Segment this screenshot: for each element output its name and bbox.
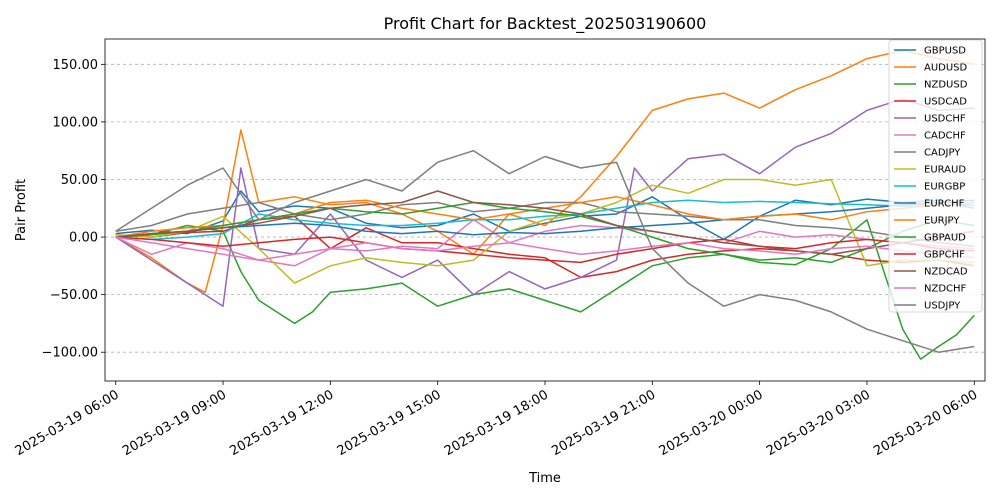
x-tick-label: 2025-03-19 06:00 xyxy=(13,387,122,459)
series-line-euraud xyxy=(115,178,975,284)
series-line-eurgbp xyxy=(115,199,975,241)
series-line-nzdusd xyxy=(115,219,975,360)
x-tick-label: 2025-03-19 15:00 xyxy=(335,387,444,459)
series-line-usdchf xyxy=(115,98,975,307)
y-axis: −100.00 −50.00 0.00 50.00 100.00 150.00 xyxy=(42,58,105,361)
series-line-cadjpy xyxy=(115,201,975,248)
y-tick-label: 50.00 xyxy=(61,173,98,188)
series-line-nzdcad xyxy=(115,190,975,256)
series-line-eurchf xyxy=(115,199,975,238)
legend-label-eurchf: EURCHF xyxy=(924,199,965,210)
legend-label-cadchf: CADCHF xyxy=(924,131,966,142)
legend-label-nzdchf: NZDCHF xyxy=(924,284,967,295)
y-tick-label: 0.00 xyxy=(69,231,98,246)
legend: GBPUSD AUDUSD NZDUSD USDCAD USDCHF CADCHF CADJ… xyxy=(888,39,983,313)
x-axis-label: Time xyxy=(528,471,561,486)
x-tick-label: 2025-03-19 18:00 xyxy=(442,387,551,459)
x-tick-label: 2025-03-19 12:00 xyxy=(227,387,336,459)
series-line-gbpchf xyxy=(115,236,975,264)
legend-box xyxy=(888,39,983,313)
legend-label-gbpusd: GBPUSD xyxy=(924,46,966,57)
series-line-usdjpy xyxy=(115,149,975,353)
y-axis-label: Pair Profit xyxy=(14,179,29,241)
y-tick-label: −50.00 xyxy=(50,288,98,303)
legend-label-usdjpy: USDJPY xyxy=(924,301,961,312)
legend-label-gbpaud: GBPAUD xyxy=(924,233,966,244)
legend-label-usdcad: USDCAD xyxy=(924,97,967,108)
series-line-gbpaud xyxy=(115,201,975,264)
legend-label-audusd: AUDUSD xyxy=(924,63,968,74)
grid xyxy=(105,63,985,353)
legend-label-nzdcad: NZDCAD xyxy=(924,267,968,278)
y-tick-label: 150.00 xyxy=(53,58,99,73)
x-tick-label: 2025-03-20 06:00 xyxy=(871,387,980,459)
y-tick-label: 100.00 xyxy=(53,115,99,130)
legend-label-euraud: EURAUD xyxy=(924,165,966,176)
series-line-nzdchf xyxy=(115,236,975,261)
legend-label-usdchf: USDCHF xyxy=(924,114,966,125)
x-tick-label: 2025-03-20 03:00 xyxy=(764,387,873,459)
legend-label-nzdusd: NZDUSD xyxy=(924,80,968,91)
legend-label-eurjpy: EURJPY xyxy=(924,216,960,227)
series-lines xyxy=(115,49,975,360)
chart-title: Profit Chart for Backtest_202503190600 xyxy=(384,14,707,34)
x-tick-label: 2025-03-19 09:00 xyxy=(120,387,229,459)
x-tick-label: 2025-03-19 21:00 xyxy=(549,387,658,459)
legend-label-cadjpy: CADJPY xyxy=(924,148,961,159)
legend-label-gbpchf: GBPCHF xyxy=(924,250,965,261)
y-tick-label: −100.00 xyxy=(42,346,98,361)
x-tick-label: 2025-03-20 00:00 xyxy=(657,387,766,459)
legend-label-eurgbp: EURGBP xyxy=(924,182,965,193)
